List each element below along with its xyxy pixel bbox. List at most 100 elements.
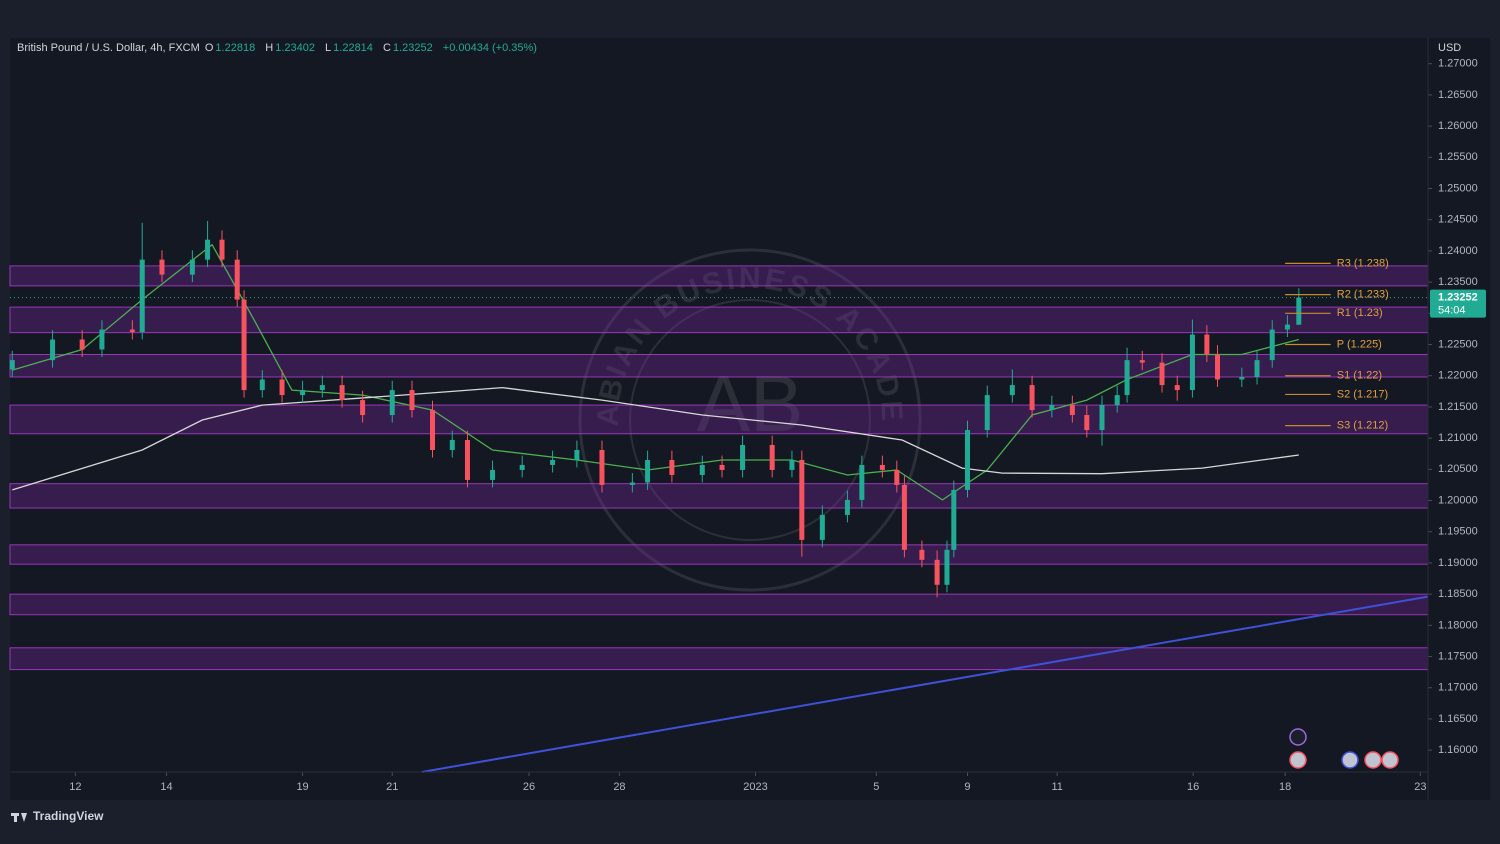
x-tick-label: 12 xyxy=(69,781,81,793)
candle-body xyxy=(430,410,436,450)
y-tick-label: 1.24500 xyxy=(1438,214,1478,226)
y-tick-label: 1.24000 xyxy=(1438,245,1478,257)
event-icon[interactable] xyxy=(1341,751,1359,769)
watermark-ring xyxy=(578,248,922,592)
event-icon[interactable] xyxy=(1289,751,1307,769)
ohlc-value: 1.23402 xyxy=(275,42,315,54)
candle xyxy=(519,455,525,478)
watermark-ring xyxy=(629,299,871,541)
candle-body xyxy=(1114,395,1120,406)
candle xyxy=(430,400,436,458)
candle-body xyxy=(951,489,957,550)
x-tick-label: 14 xyxy=(160,781,172,793)
countdown-label: 54:04 xyxy=(1438,305,1466,317)
ohlc-value: 1.23252 xyxy=(392,42,433,54)
x-tick-label: 23 xyxy=(1414,781,1426,793)
y-tick-label: 1.21500 xyxy=(1438,401,1478,413)
tv-logo xyxy=(11,813,27,822)
ohlc-key: H xyxy=(265,42,274,54)
candle-body xyxy=(1029,385,1035,411)
candle xyxy=(319,375,325,398)
y-tick-label: 1.17000 xyxy=(1438,682,1478,694)
candle-body xyxy=(645,459,651,483)
candle-body xyxy=(360,400,366,416)
y-axis-unit: USD xyxy=(1438,42,1461,54)
y-tick-label: 1.26500 xyxy=(1438,89,1478,101)
candle xyxy=(409,380,415,418)
zone xyxy=(9,404,1429,435)
candle-body xyxy=(984,395,990,431)
x-tick-label: 21 xyxy=(386,781,398,793)
candle xyxy=(1189,319,1195,398)
pivot-label: S3 (1.212) xyxy=(1337,420,1388,432)
x-tick-label: 5 xyxy=(873,781,879,793)
candle-body xyxy=(99,329,105,350)
last-price-label: 1.23252 xyxy=(1438,292,1478,304)
candle xyxy=(669,450,675,483)
pivot-label: S2 (1.217) xyxy=(1337,388,1388,400)
candle-body xyxy=(1099,405,1105,431)
pivot-label: R1 (1.23) xyxy=(1337,307,1383,319)
y-tick-label: 1.20000 xyxy=(1438,494,1478,506)
candle xyxy=(300,380,306,403)
candle xyxy=(550,450,556,473)
candle xyxy=(919,540,925,568)
candle xyxy=(599,440,605,493)
candle xyxy=(1139,350,1145,371)
candle xyxy=(1124,347,1130,403)
candle-body xyxy=(669,459,675,475)
y-tick-label: 1.22000 xyxy=(1438,370,1478,382)
candle-body xyxy=(789,459,795,470)
footer-brand[interactable]: TradingView xyxy=(33,809,104,823)
candle xyxy=(490,460,496,488)
candle xyxy=(1114,385,1120,413)
candle xyxy=(984,385,990,438)
y-tick-label: 1.22500 xyxy=(1438,338,1478,350)
candle xyxy=(1009,369,1015,403)
y-tick-label: 1.16500 xyxy=(1438,713,1478,725)
y-tick-label: 1.26000 xyxy=(1438,120,1478,132)
candle xyxy=(645,450,651,490)
candle-body xyxy=(139,259,145,333)
candle-body xyxy=(574,449,580,460)
ohlc-value: 1.22814 xyxy=(333,42,373,54)
candle-body xyxy=(259,379,265,391)
candle xyxy=(819,505,825,548)
candle xyxy=(574,440,580,468)
candle xyxy=(360,390,366,423)
candle xyxy=(1254,350,1260,385)
y-tick-label: 1.20500 xyxy=(1438,463,1478,475)
candle-body xyxy=(894,469,900,485)
candle xyxy=(879,455,885,478)
event-icon[interactable] xyxy=(1381,751,1399,769)
zone xyxy=(9,593,1429,616)
x-tick-label: 19 xyxy=(296,781,308,793)
ohlc-key: C xyxy=(382,42,391,54)
x-tick-label: 18 xyxy=(1279,781,1291,793)
candle-body xyxy=(50,339,56,361)
candle xyxy=(944,540,950,593)
candle-body xyxy=(241,299,247,391)
candle-body xyxy=(205,239,211,260)
candle-body xyxy=(300,390,306,396)
event-icon[interactable] xyxy=(1364,751,1382,769)
candle-body xyxy=(550,459,556,465)
candle xyxy=(964,420,970,498)
y-tick-label: 1.19000 xyxy=(1438,557,1478,569)
candle-body xyxy=(901,484,907,550)
candle xyxy=(1174,375,1180,401)
candle xyxy=(699,455,705,483)
candle-body xyxy=(519,464,525,470)
ohlc-key: O xyxy=(204,42,214,54)
event-icons xyxy=(1289,728,1399,769)
candle xyxy=(189,250,195,283)
candle-body xyxy=(1069,405,1075,416)
candle xyxy=(629,473,635,493)
candle xyxy=(769,435,775,478)
candle-body xyxy=(629,482,635,485)
candle xyxy=(219,230,225,268)
event-icon[interactable] xyxy=(1289,728,1307,746)
logo-part xyxy=(21,813,27,822)
candle-body xyxy=(719,464,725,470)
symbol-title: British Pound / U.S. Dollar, 4h, FXCM xyxy=(17,42,200,54)
